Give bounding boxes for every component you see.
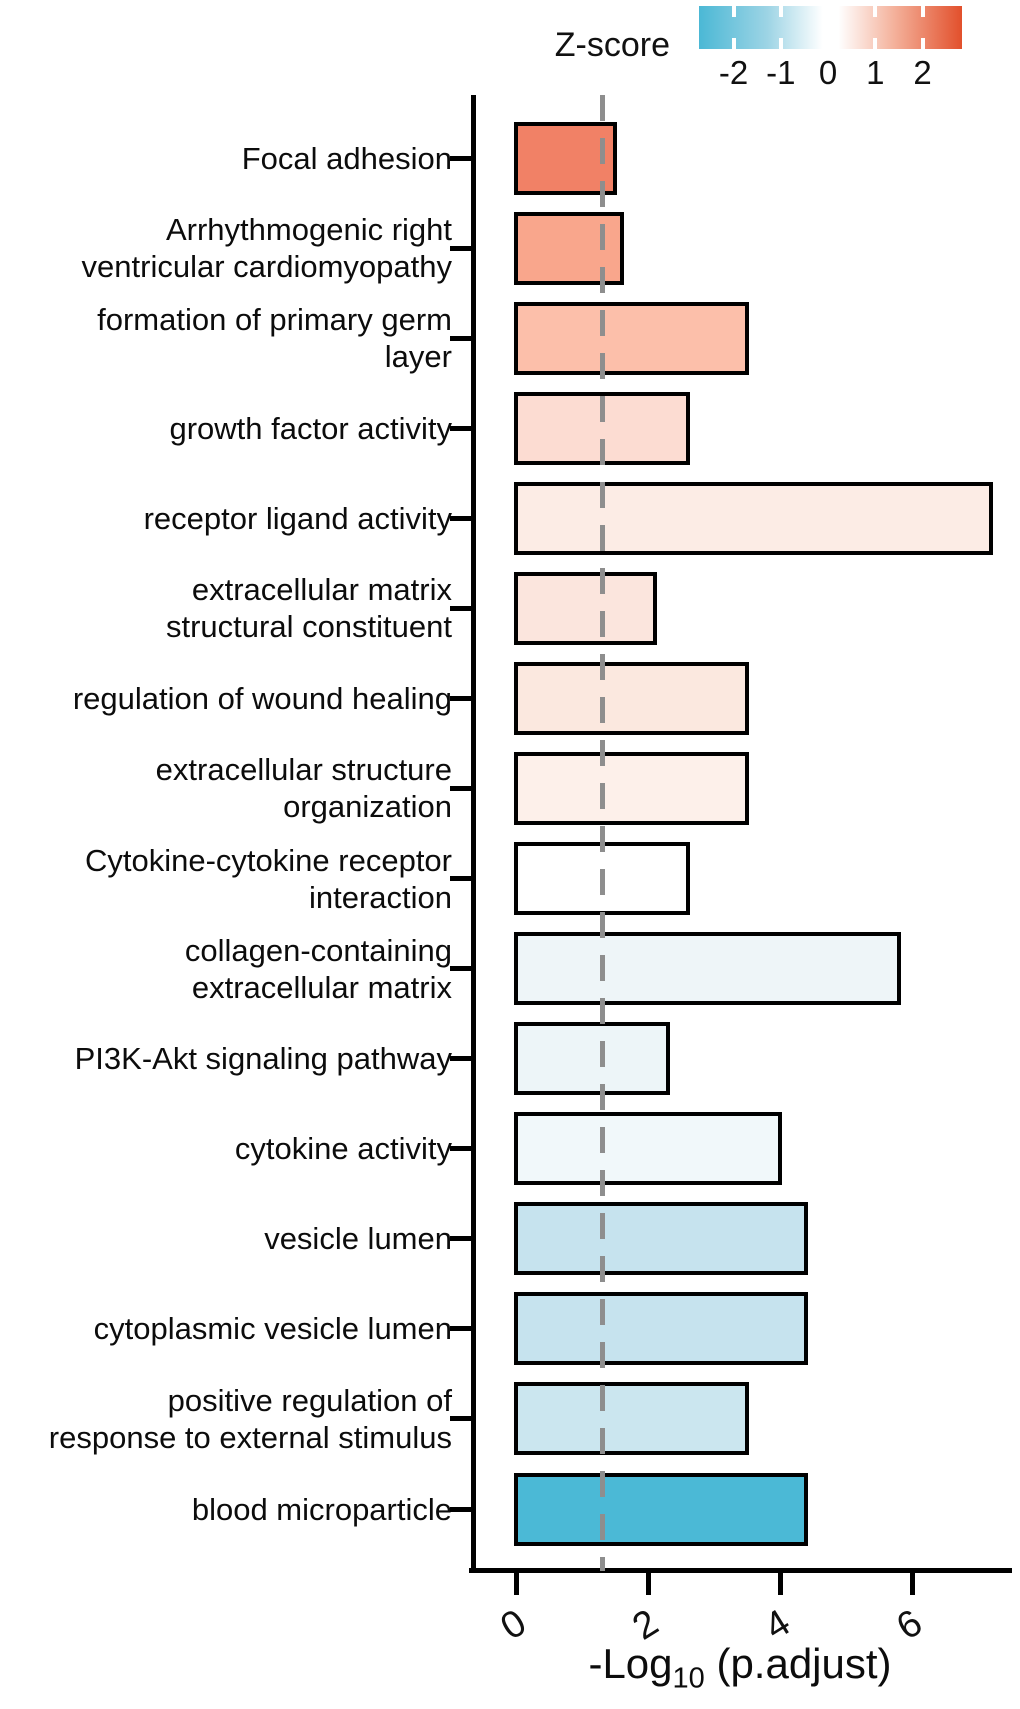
- x-axis-title-subscript: 10: [672, 1662, 705, 1695]
- significance-threshold-line: [600, 95, 605, 1571]
- y-axis-tick: [450, 1236, 472, 1242]
- bar: [514, 1472, 809, 1546]
- bar: [514, 481, 994, 555]
- category-label-line: ventricular cardiomyopathy: [81, 249, 452, 285]
- y-axis-tick: [450, 966, 472, 972]
- colorbar-tick-notch: [920, 6, 925, 17]
- category-label-line: extracellular matrix: [191, 572, 452, 608]
- colorbar-tick-notch: [731, 38, 736, 49]
- category-label-line: structural constituent: [165, 609, 452, 645]
- bar: [514, 121, 617, 195]
- category-label: PI3K-Akt signaling pathway: [0, 1014, 452, 1104]
- category-label: cytoplasmic vesicle lumen: [0, 1284, 452, 1374]
- category-label: blood microparticle: [0, 1464, 452, 1554]
- bar: [514, 1292, 809, 1366]
- category-label: growth factor activity: [0, 383, 452, 473]
- category-label-line: vesicle lumen: [264, 1221, 452, 1257]
- bar: [514, 1202, 809, 1276]
- bar: [514, 932, 901, 1006]
- category-label-line: organization: [283, 789, 452, 825]
- category-label-line: regulation of wound healing: [72, 680, 452, 716]
- bar: [514, 211, 624, 285]
- category-label-line: cytoplasmic vesicle lumen: [93, 1311, 452, 1347]
- colorbar-tick-notch: [731, 6, 736, 17]
- category-label-line: PI3K-Akt signaling pathway: [74, 1041, 452, 1077]
- x-axis-line: [469, 1568, 1012, 1573]
- category-label-line: positive regulation of: [167, 1382, 452, 1418]
- category-label: extracellular matrix structural constitue…: [0, 563, 452, 653]
- y-axis-tick: [450, 1506, 472, 1512]
- category-label: extracellular structure organization: [0, 743, 452, 833]
- bar: [514, 1022, 670, 1096]
- category-label: regulation of wound healing: [0, 653, 452, 743]
- y-axis-tick: [450, 1146, 472, 1152]
- category-label-line: formation of primary germ: [97, 302, 452, 338]
- y-axis-tick: [450, 876, 472, 882]
- x-axis-title-suffix: (p.adjust): [716, 1640, 892, 1687]
- category-label-line: receptor ligand activity: [143, 500, 452, 536]
- colorbar-tick-notch: [778, 6, 783, 17]
- zscore-colorbar: [699, 6, 962, 49]
- bar: [514, 1112, 782, 1186]
- category-label-line: growth factor activity: [169, 410, 452, 446]
- colorbar-tick-notch: [778, 38, 783, 49]
- category-label-line: blood microparticle: [191, 1491, 452, 1527]
- category-label: Cytokine-cytokine receptor interaction: [0, 834, 452, 924]
- category-label-line: Arrhythmogenic right: [165, 212, 452, 248]
- category-label: cytokine activity: [0, 1104, 452, 1194]
- x-axis-title-prefix: -Log: [588, 1640, 673, 1687]
- bar: [514, 571, 657, 645]
- category-label: vesicle lumen: [0, 1194, 452, 1284]
- category-label: formation of primary germ layer: [0, 293, 452, 383]
- category-label: collagen-containing extracellular matrix: [0, 924, 452, 1014]
- colorbar-tick-label: -1: [766, 54, 796, 91]
- colorbar-tick-notch: [826, 6, 830, 17]
- bar: [514, 301, 749, 375]
- bar: [514, 751, 749, 825]
- y-axis-tick: [450, 1326, 472, 1332]
- category-label-line: extracellular matrix: [191, 969, 452, 1005]
- y-axis-tick: [450, 335, 472, 341]
- y-axis-tick: [450, 785, 472, 791]
- category-label: receptor ligand activity: [0, 473, 452, 563]
- colorbar-tick-notch: [920, 38, 925, 49]
- y-axis-tick: [450, 1056, 472, 1062]
- category-label-line: Focal adhesion: [241, 140, 452, 176]
- x-axis-tick: [645, 1568, 651, 1595]
- colorbar-tick-label: 2: [913, 54, 932, 91]
- category-label-line: Cytokine-cytokine receptor: [85, 842, 452, 878]
- colorbar-tick-notch: [873, 6, 878, 17]
- y-axis-tick: [450, 425, 472, 431]
- x-axis-tick: [909, 1568, 915, 1595]
- category-label-line: extracellular structure: [155, 752, 452, 788]
- colorbar-tick-notch: [826, 38, 830, 49]
- y-axis-tick: [450, 515, 472, 521]
- bar: [514, 661, 749, 735]
- category-label: positive regulation of response to extern…: [0, 1374, 452, 1464]
- y-axis-line: [471, 95, 476, 1573]
- colorbar-tick-label: -2: [718, 54, 749, 91]
- bar: [514, 1382, 749, 1456]
- colorbar-tick-label: 0: [818, 54, 838, 91]
- colorbar-tick-label: 1: [866, 54, 885, 91]
- category-label: Focal adhesion: [0, 113, 452, 203]
- y-axis-tick: [450, 155, 472, 161]
- category-label: Arrhythmogenic right ventricular cardiomy…: [0, 203, 452, 293]
- x-axis-tick: [777, 1568, 783, 1595]
- x-axis-tick: [513, 1568, 519, 1595]
- y-axis-tick: [450, 695, 472, 701]
- x-axis-title: -Log10 (p.adjust): [460, 1640, 1020, 1695]
- category-label-line: layer: [384, 339, 452, 375]
- colorbar-tick-notch: [873, 38, 878, 49]
- y-axis-tick: [450, 605, 472, 611]
- category-label-line: interaction: [308, 879, 452, 915]
- category-label-line: response to external stimulus: [48, 1419, 452, 1455]
- y-axis-tick: [450, 1416, 472, 1422]
- y-axis-tick: [450, 245, 472, 251]
- category-label-line: collagen-containing: [184, 932, 452, 968]
- legend-title: Z-score: [554, 26, 670, 64]
- category-label-line: cytokine activity: [234, 1131, 452, 1167]
